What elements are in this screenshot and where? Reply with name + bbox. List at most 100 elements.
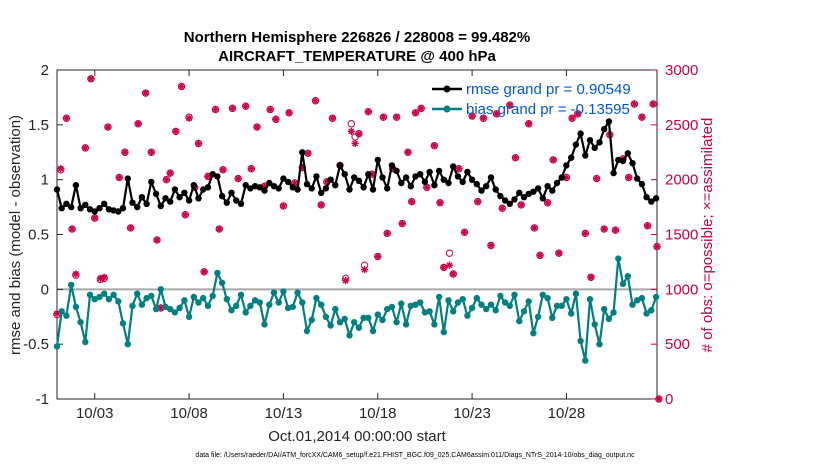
bias-point — [596, 341, 603, 348]
rmse-point — [648, 198, 655, 205]
rmse-point — [148, 178, 155, 186]
bias-point — [568, 310, 575, 317]
bias-point — [431, 321, 438, 328]
obs-assimilated-point — [417, 104, 425, 112]
rmse-point — [596, 139, 603, 146]
obs-assimilated-point — [493, 110, 501, 118]
rmse-point — [374, 156, 381, 164]
obs-assimilated-point — [200, 268, 208, 276]
obs-assimilated-point — [272, 115, 280, 123]
obs-assimilated-point — [379, 113, 388, 121]
y-left-tick-label: -0.5 — [23, 336, 49, 353]
rmse-point — [157, 202, 164, 210]
legend-rmse-label: rmse grand pr = 0.90549 — [466, 81, 631, 98]
obs-assimilated-point — [342, 276, 350, 285]
rmse-point — [459, 178, 466, 186]
bias-point — [266, 301, 273, 308]
obs-assimilated-point — [81, 144, 89, 152]
obs-assimilated-point — [440, 263, 448, 271]
bias-point — [68, 281, 75, 289]
bias-point — [86, 291, 94, 298]
bias-point — [200, 294, 207, 302]
bias-point — [365, 314, 372, 321]
bias-point — [204, 302, 212, 309]
legend-rmse-marker — [443, 85, 451, 93]
obs-assimilated-point — [530, 224, 538, 232]
bias-point — [501, 299, 509, 306]
rmse-point — [417, 171, 424, 178]
obs-assimilated-point — [172, 127, 180, 136]
bias-point — [318, 301, 325, 308]
rmse-point — [582, 152, 589, 159]
y-right-tick-label: 2500 — [665, 117, 698, 134]
rmse-point — [388, 162, 396, 169]
obs-assimilated-point — [574, 110, 582, 118]
rmse-point — [96, 205, 103, 212]
rmse-point — [313, 173, 320, 180]
obs-assimilated-point — [655, 395, 663, 403]
x-tick-label: 10/23 — [453, 405, 491, 422]
obs-assimilated-point — [91, 214, 99, 222]
rmse-point — [426, 168, 433, 176]
rmse-point — [223, 199, 230, 206]
rmse-point — [336, 162, 344, 169]
bias-point — [105, 296, 113, 303]
bias-point — [233, 302, 240, 309]
rmse-point — [327, 176, 334, 183]
obs-possible-point — [347, 120, 356, 128]
bias-point — [336, 319, 344, 326]
bias-point — [294, 289, 301, 296]
rmse-point — [384, 185, 391, 192]
rmse-point — [162, 195, 169, 202]
y-right-tick-label: 3000 — [665, 62, 698, 79]
rmse-point — [511, 196, 518, 203]
bias-point — [346, 332, 353, 339]
obs-assimilated-point — [134, 120, 142, 128]
obs-assimilated-point — [253, 123, 261, 131]
obs-assimilated-point — [279, 202, 288, 210]
bias-point — [652, 293, 660, 301]
obs-assimilated-point — [115, 173, 123, 182]
rmse-point — [63, 200, 70, 207]
obs-assimilated-point — [194, 139, 203, 148]
rmse-point — [119, 205, 127, 212]
obs-count-markers — [53, 75, 663, 403]
rmse-point — [393, 167, 400, 175]
bias-point — [332, 305, 339, 313]
x-tick-label: 10/18 — [359, 405, 397, 422]
rmse-point — [53, 186, 61, 193]
bias-point — [351, 319, 358, 326]
rmse-point — [134, 203, 141, 211]
obs-assimilated-point — [445, 261, 454, 269]
axes: 10/03 10/08 10/13 10/18 10/23 10/28 -1 -0.5 0 0.5… — [23, 62, 698, 422]
obs-assimilated-point — [100, 273, 108, 281]
bias-point — [280, 288, 287, 295]
bias-point — [398, 300, 405, 307]
bias-point — [53, 343, 61, 350]
rmse-point — [544, 183, 551, 190]
bias-point — [124, 341, 131, 348]
bias-point — [185, 313, 193, 320]
bias-point — [544, 294, 551, 302]
obs-assimilated-point — [166, 169, 174, 177]
rmse-point — [82, 201, 89, 209]
bias-point — [261, 321, 268, 328]
bias-point — [209, 292, 216, 300]
rmse-point — [261, 187, 268, 194]
bias-point — [572, 290, 580, 297]
bias-point — [72, 303, 80, 311]
obs-assimilated-point — [177, 82, 186, 91]
bias-point — [516, 317, 523, 325]
obs-assimilated-point — [147, 148, 155, 156]
rmse-point — [643, 194, 650, 201]
obs-assimilated-point — [72, 270, 80, 278]
bias-point — [322, 313, 330, 320]
x-axis-label: Oct.01,2014 00:00:00 start — [268, 428, 446, 445]
y-left-tick-label: 0.5 — [28, 227, 49, 244]
rmse-point — [167, 198, 174, 205]
bias-point — [360, 314, 367, 321]
rmse-point — [332, 182, 339, 189]
bias-point — [58, 308, 65, 315]
bias-point — [119, 320, 127, 327]
